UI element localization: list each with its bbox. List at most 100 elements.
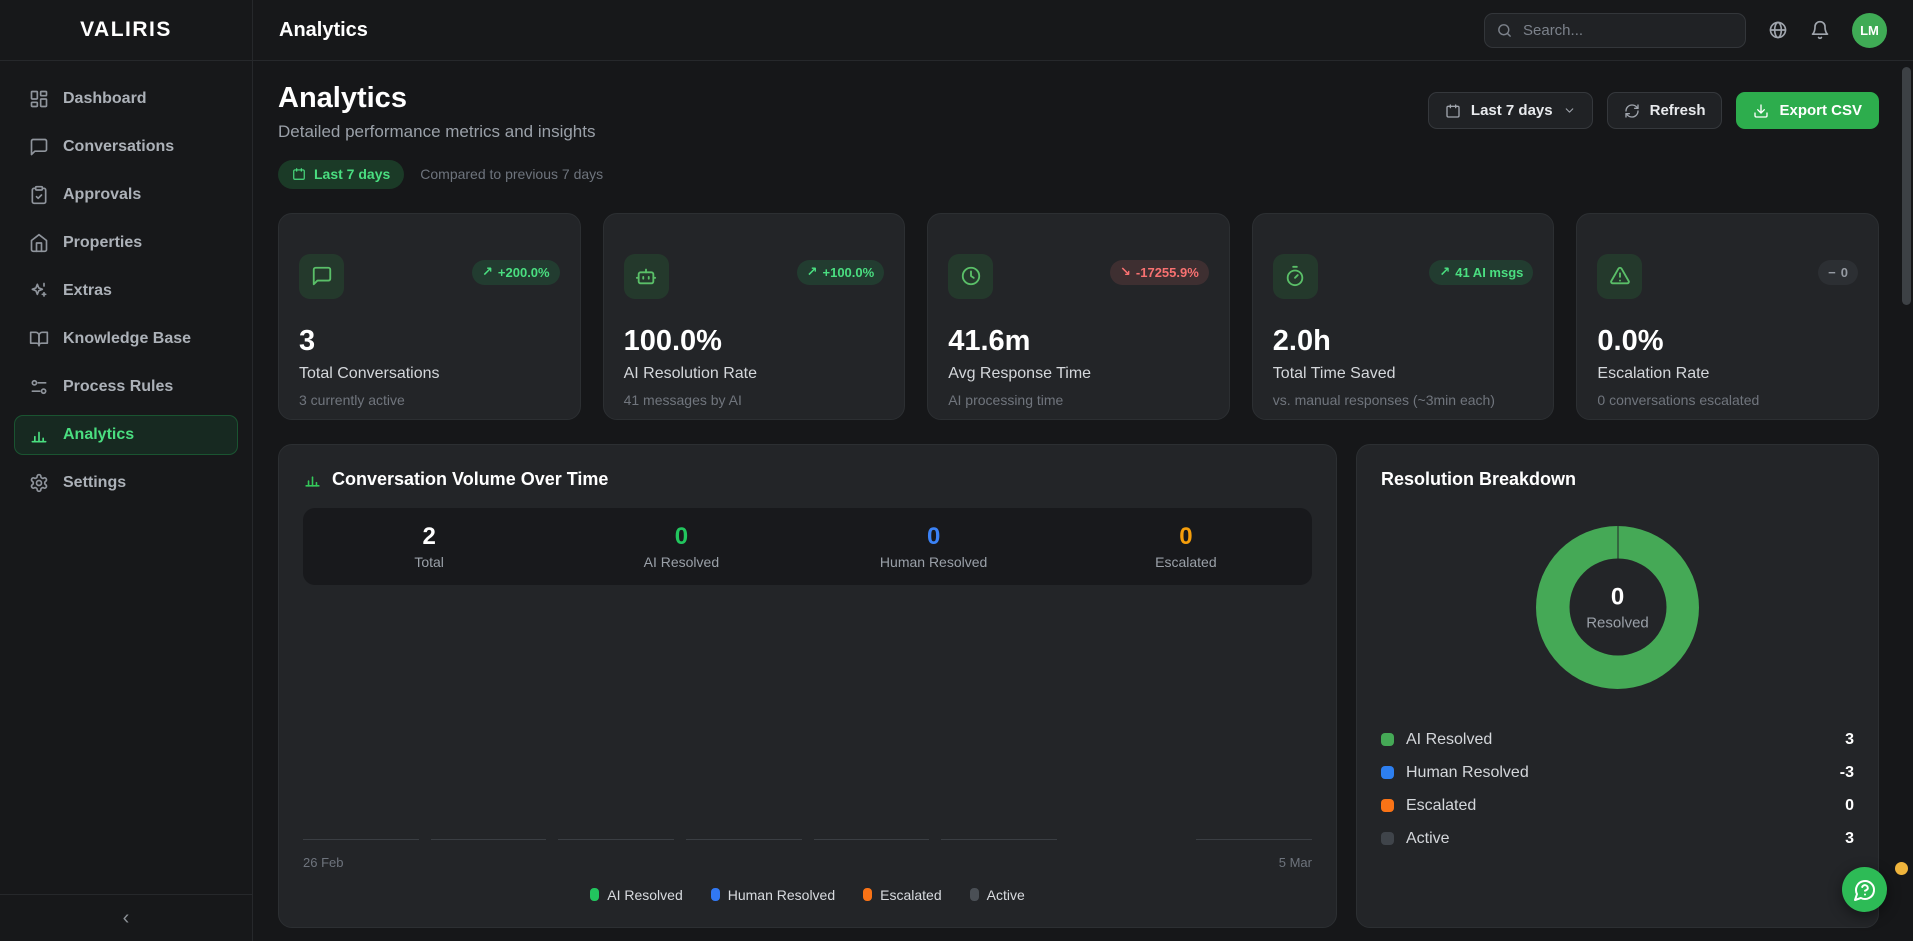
summary-ai-resolved: 0 AI Resolved bbox=[555, 523, 807, 570]
clipboard-check-icon bbox=[29, 185, 49, 205]
volume-chart-legend: AI Resolved Human Resolved Escalated bbox=[303, 887, 1312, 903]
stat-value: 100.0% bbox=[624, 325, 885, 358]
export-csv-button[interactable]: Export CSV bbox=[1736, 92, 1879, 129]
stat-label: Escalation Rate bbox=[1597, 365, 1858, 383]
period-badge: Last 7 days bbox=[278, 160, 404, 189]
stat-value: 41.6m bbox=[948, 325, 1209, 358]
x-axis-labels: 26 Feb 5 Mar bbox=[303, 855, 1312, 870]
sidebar-item-label: Extras bbox=[63, 282, 112, 300]
date-range-button[interactable]: Last 7 days bbox=[1428, 92, 1593, 129]
sidebar-item-label: Conversations bbox=[63, 138, 174, 156]
sidebar-item-analytics[interactable]: Analytics bbox=[14, 415, 238, 455]
book-open-icon bbox=[29, 329, 49, 349]
bot-icon bbox=[624, 254, 669, 299]
refresh-button[interactable]: Refresh bbox=[1607, 92, 1723, 129]
clock-icon bbox=[948, 254, 993, 299]
help-chat-button[interactable] bbox=[1842, 867, 1887, 912]
stat-subtext: vs. manual responses (~3min each) bbox=[1273, 392, 1534, 408]
stat-subtext: AI processing time bbox=[948, 392, 1209, 408]
stat-value: 2.0h bbox=[1273, 325, 1534, 358]
sidebar-item-knowledge-base[interactable]: Knowledge Base bbox=[14, 319, 238, 359]
trend-down-icon: ↘ bbox=[1120, 264, 1131, 280]
trend-badge: ↗+200.0% bbox=[472, 260, 560, 285]
sidebar-collapse-button[interactable]: ‹ bbox=[0, 894, 252, 941]
sidebar-item-label: Settings bbox=[63, 474, 126, 492]
sidebar-item-process-rules[interactable]: Process Rules bbox=[14, 367, 238, 407]
vertical-scrollbar-thumb[interactable] bbox=[1902, 67, 1911, 305]
notification-dot bbox=[1895, 862, 1908, 875]
avatar[interactable]: LM bbox=[1852, 13, 1887, 48]
trend-up-icon: ↗ bbox=[1439, 264, 1450, 280]
legend-dot bbox=[1381, 766, 1394, 779]
sidebar-item-label: Analytics bbox=[63, 426, 134, 444]
summary-human-resolved: 0 Human Resolved bbox=[808, 523, 1060, 570]
sidebar-item-label: Properties bbox=[63, 234, 142, 252]
stat-label: Avg Response Time bbox=[948, 365, 1209, 383]
legend-dot bbox=[1381, 733, 1394, 746]
stat-subtext: 41 messages by AI bbox=[624, 392, 885, 408]
comparison-note: Compared to previous 7 days bbox=[420, 166, 603, 182]
resolution-breakdown-panel: Resolution Breakdown 0 Resolved bbox=[1356, 444, 1879, 928]
message-square-icon bbox=[29, 137, 49, 157]
sidebar-item-conversations[interactable]: Conversations bbox=[14, 127, 238, 167]
layout-dashboard-icon bbox=[29, 89, 49, 109]
stat-label: Total Conversations bbox=[299, 365, 560, 383]
summary-escalated: 0 Escalated bbox=[1060, 523, 1312, 570]
volume-chart-title-row: Conversation Volume Over Time bbox=[303, 469, 1312, 490]
page-header-actions: Last 7 days Refresh Export CSV bbox=[1428, 92, 1879, 129]
alert-triangle-icon bbox=[1597, 254, 1642, 299]
resolution-row-active: Active 3 bbox=[1381, 830, 1854, 848]
sidebar-item-label: Process Rules bbox=[63, 378, 173, 396]
volume-chart-panel: Conversation Volume Over Time 2 Total 0 … bbox=[278, 444, 1337, 928]
resolution-row-escalated: Escalated 0 bbox=[1381, 797, 1854, 815]
sidebar-item-extras[interactable]: Extras bbox=[14, 271, 238, 311]
legend-dot bbox=[863, 888, 872, 901]
resolution-title-row: Resolution Breakdown bbox=[1381, 469, 1854, 490]
legend-dot bbox=[1381, 799, 1394, 812]
page-title: Analytics bbox=[278, 83, 595, 115]
bar-chart-icon bbox=[303, 470, 322, 489]
legend-dot bbox=[711, 888, 720, 901]
legend-dot bbox=[1381, 832, 1394, 845]
trend-up-icon: ↗ bbox=[482, 264, 493, 280]
globe-button[interactable] bbox=[1768, 20, 1788, 40]
resolution-row-value: -3 bbox=[1840, 764, 1854, 782]
topbar: Analytics LM bbox=[253, 0, 1913, 61]
trend-badge: ↘-17255.9% bbox=[1110, 260, 1209, 285]
calendar-icon bbox=[1445, 103, 1461, 119]
search-input[interactable] bbox=[1484, 13, 1746, 48]
export-csv-label: Export CSV bbox=[1779, 102, 1862, 119]
search-icon bbox=[1496, 22, 1513, 39]
stat-value: 0.0% bbox=[1597, 325, 1858, 358]
charts-row: Conversation Volume Over Time 2 Total 0 … bbox=[278, 444, 1879, 928]
notifications-button[interactable] bbox=[1810, 20, 1830, 40]
legend-escalated: Escalated bbox=[863, 887, 941, 903]
page-header: Analytics Detailed performance metrics a… bbox=[278, 83, 1879, 142]
sparkles-icon bbox=[29, 281, 49, 301]
page-header-text: Analytics Detailed performance metrics a… bbox=[278, 83, 595, 142]
sidebar-item-label: Approvals bbox=[63, 186, 141, 204]
sidebar-item-approvals[interactable]: Approvals bbox=[14, 175, 238, 215]
legend-ai-resolved: AI Resolved bbox=[590, 887, 682, 903]
trend-badge: ↗41 AI msgs bbox=[1429, 260, 1533, 285]
sidebar-item-properties[interactable]: Properties bbox=[14, 223, 238, 263]
stat-value: 3 bbox=[299, 325, 560, 358]
stat-card-ai-resolution-rate: ↗+100.0% 100.0% AI Resolution Rate 41 me… bbox=[603, 213, 906, 420]
resolution-row-value: 3 bbox=[1845, 830, 1854, 848]
donut-center-label: Resolved bbox=[1586, 614, 1649, 631]
chevron-left-icon: ‹ bbox=[123, 907, 130, 930]
sidebar: VALIRIS Dashboard Conversations Approval… bbox=[0, 0, 253, 941]
search-box bbox=[1484, 13, 1746, 48]
topbar-actions: LM bbox=[1484, 13, 1887, 48]
bell-icon bbox=[1810, 20, 1830, 40]
topbar-title: Analytics bbox=[279, 19, 368, 42]
sidebar-item-dashboard[interactable]: Dashboard bbox=[14, 79, 238, 119]
volume-summary-strip: 2 Total 0 AI Resolved 0 Human Resolved bbox=[303, 508, 1312, 585]
sidebar-item-settings[interactable]: Settings bbox=[14, 463, 238, 503]
stat-label: AI Resolution Rate bbox=[624, 365, 885, 383]
download-icon bbox=[1753, 103, 1769, 119]
stat-card-avg-response-time: ↘-17255.9% 41.6m Avg Response Time AI pr… bbox=[927, 213, 1230, 420]
sidebar-item-label: Dashboard bbox=[63, 90, 147, 108]
resolution-row-ai-resolved: AI Resolved 3 bbox=[1381, 731, 1854, 749]
refresh-label: Refresh bbox=[1650, 102, 1706, 119]
